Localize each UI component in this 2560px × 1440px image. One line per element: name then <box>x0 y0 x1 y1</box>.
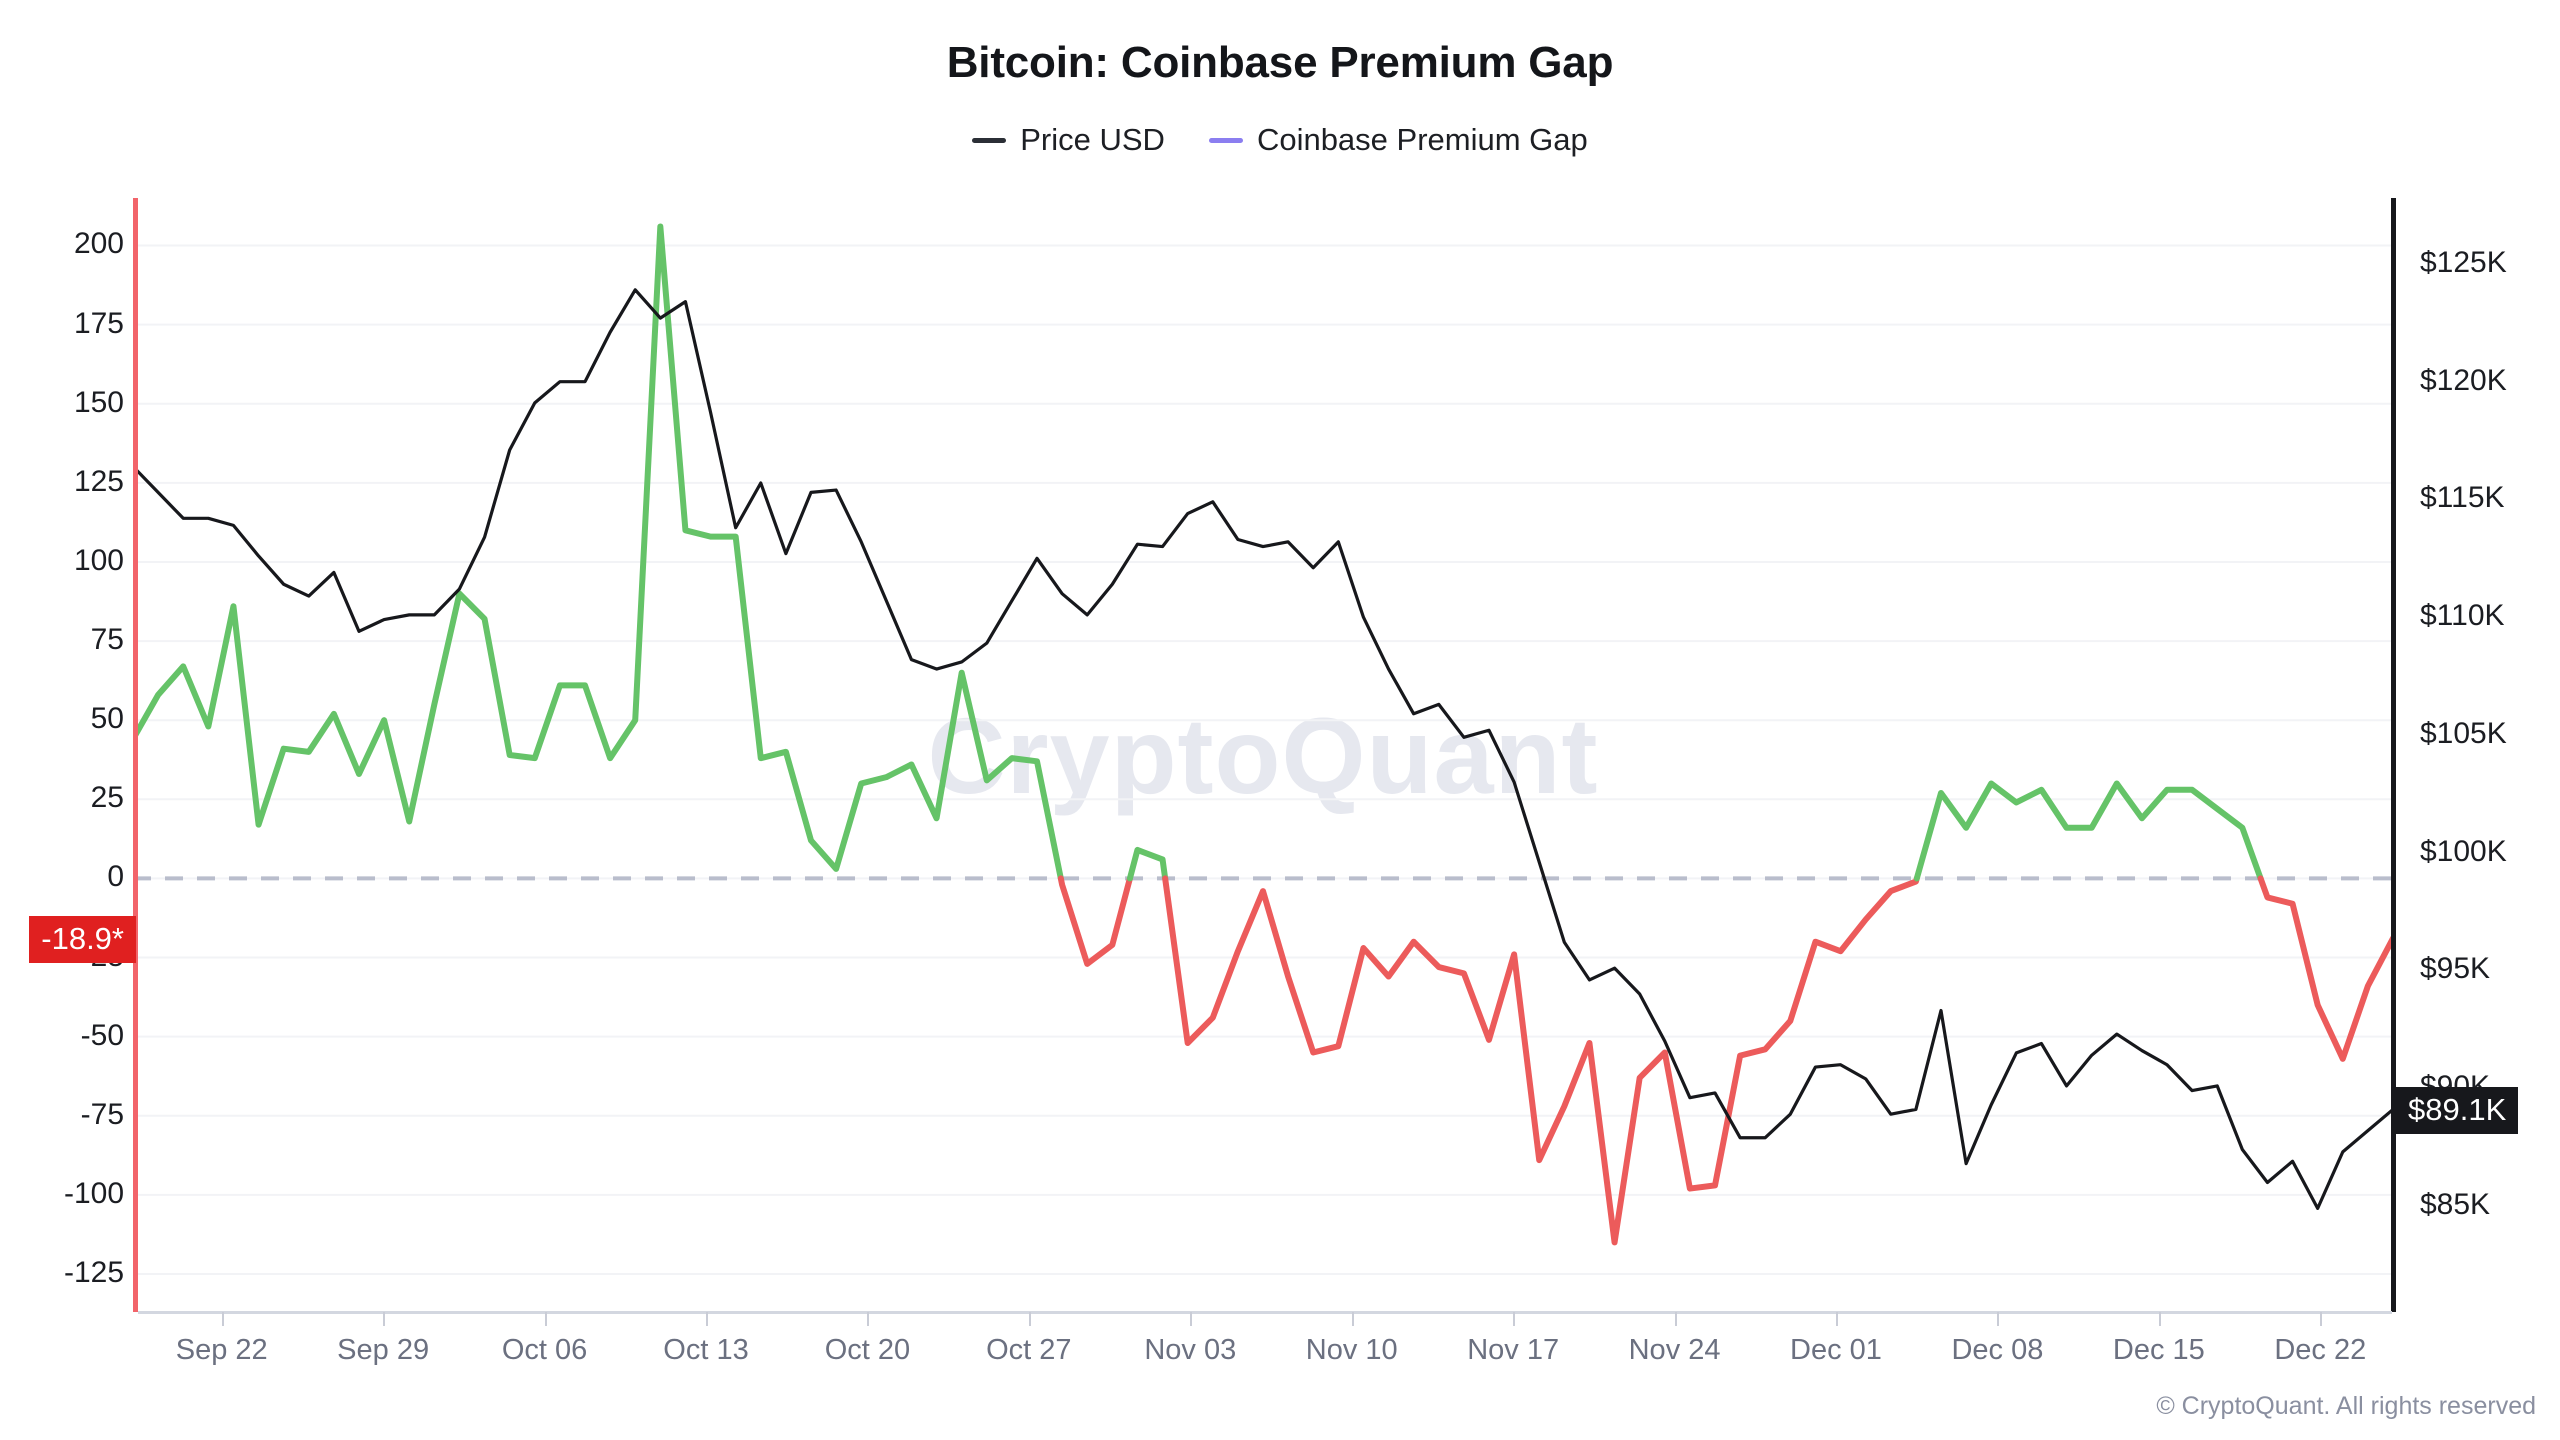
right-axis-tick-label: $105K <box>2420 716 2507 750</box>
right-axis-tick-label: $100K <box>2420 834 2507 868</box>
x-axis-tick-mark <box>1190 1312 1193 1326</box>
x-axis-tick-mark <box>867 1312 870 1326</box>
x-axis-tick-label: Dec 22 <box>2274 1334 2367 1366</box>
left-axis-line <box>133 198 138 1312</box>
x-axis-tick-mark <box>1836 1312 1838 1326</box>
right-axis-tick-label: $125K <box>2420 245 2507 279</box>
series-price-usd <box>133 288 2393 1210</box>
x-axis-tick-mark <box>2158 1312 2161 1326</box>
series-coinbase-premium-gap <box>133 223 2393 1246</box>
x-axis-tick-label: Dec 01 <box>1790 1334 1882 1366</box>
x-axis-tick-mark <box>383 1312 386 1326</box>
legend-item-coinbase-premium-gap[interactable]: Coinbase Premium Gap <box>1208 122 1588 158</box>
x-axis-tick-label: Dec 15 <box>2112 1334 2205 1366</box>
x-axis-tick-mark <box>1997 1312 2000 1326</box>
right-axis-tick-label: $120K <box>2420 363 2507 397</box>
x-axis-tick-label: Oct 20 <box>824 1334 911 1366</box>
left-axis-tick-label: 100 <box>73 543 124 577</box>
x-axis-tick-label: Nov 24 <box>1628 1334 1721 1366</box>
chart-svg <box>133 223 2393 1276</box>
x-axis-tick-mark <box>706 1312 708 1326</box>
footer-copyright: © CryptoQuant. All rights reserved <box>2156 1392 2536 1420</box>
x-axis-tick-mark <box>221 1312 224 1326</box>
left-axis-tick-label: 0 <box>107 860 124 894</box>
left-axis-tick-label: 50 <box>90 702 124 736</box>
page-title: Bitcoin: Coinbase Premium Gap <box>946 38 1614 87</box>
left-value-badge: -18.9* <box>29 916 136 964</box>
left-axis-tick-label: -50 <box>80 1018 124 1052</box>
left-axis-tick-label: 125 <box>73 464 124 498</box>
x-axis-tick-label: Sep 29 <box>337 1334 430 1366</box>
x-axis-tick-label: Sep 22 <box>175 1334 268 1366</box>
x-axis-tick-mark <box>1351 1312 1354 1326</box>
legend-swatch-price-usd <box>972 137 1007 143</box>
left-axis-tick-label: 150 <box>73 385 124 419</box>
left-axis-tick-label: -100 <box>63 1176 124 1210</box>
chart-legend: Price USD Coinbase Premium Gap <box>0 122 2560 158</box>
right-axis-line <box>2391 198 2396 1312</box>
legend-label-coinbase-premium-gap: Coinbase Premium Gap <box>1256 122 1588 157</box>
x-axis-tick-mark <box>2320 1312 2323 1326</box>
right-axis-tick-label: $95K <box>2420 952 2491 986</box>
left-axis-tick-label: -125 <box>63 1256 124 1290</box>
x-axis-tick-mark <box>544 1312 547 1326</box>
legend-label-price-usd: Price USD <box>1020 122 1165 157</box>
bottom-axis-line <box>138 1311 2392 1314</box>
left-axis-tick-label: 200 <box>73 227 124 261</box>
x-axis-tick-label: Oct 27 <box>986 1334 1072 1366</box>
right-axis-tick-label: $85K <box>2420 1188 2491 1222</box>
x-axis-tick-label: Nov 03 <box>1144 1334 1237 1366</box>
left-axis-tick-label: 25 <box>90 781 124 815</box>
legend-swatch-coinbase-premium-gap <box>1208 137 1243 143</box>
x-axis-tick-mark <box>1674 1312 1677 1326</box>
left-axis-tick-label: -75 <box>80 1097 124 1131</box>
grid-lines <box>133 244 2393 1276</box>
x-axis-tick-label: Oct 13 <box>663 1334 749 1366</box>
right-value-badge: $89.1K <box>2396 1087 2519 1135</box>
left-axis-tick-label: 75 <box>90 623 124 657</box>
right-axis-tick-label: $110K <box>2420 599 2505 633</box>
legend-item-price-usd[interactable]: Price USD <box>972 122 1165 158</box>
x-axis-tick-label: Nov 10 <box>1305 1334 1398 1366</box>
left-axis-tick-label: 175 <box>73 306 124 340</box>
x-axis-tick-mark <box>1513 1312 1516 1326</box>
x-axis-tick-label: Nov 17 <box>1467 1334 1560 1366</box>
chart-plot-area[interactable]: CryptoQuant <box>133 198 2393 1312</box>
right-axis-tick-label: $115K <box>2420 481 2505 515</box>
x-axis-tick-mark <box>1028 1312 1031 1326</box>
x-axis-tick-label: Oct 06 <box>501 1334 588 1366</box>
x-axis-tick-label: Dec 08 <box>1951 1334 2044 1366</box>
